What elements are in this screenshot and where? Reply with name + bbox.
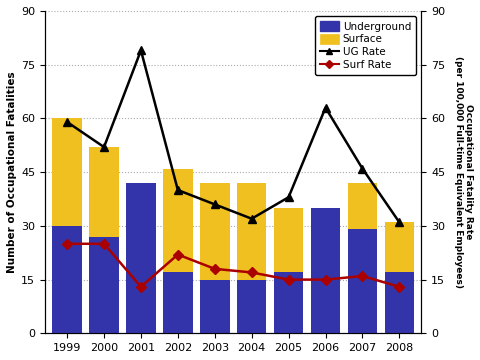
Surf Rate [101,242,107,246]
Line: Surf Rate: Surf Rate [64,240,403,290]
UG Rate [175,188,181,192]
UG Rate [396,220,402,224]
Surf Rate [360,274,365,278]
Bar [237,183,266,333]
Bar [52,226,82,333]
Legend: Underground, Surface, UG Rate, Surf Rate: Underground, Surface, UG Rate, Surf Rate [314,16,416,75]
Surf Rate [64,242,70,246]
Y-axis label: Occupational Fatality Rate
(per 100,000 Full-time Equivalent Employees): Occupational Fatality Rate (per 100,000 … [454,56,473,288]
Bar [163,168,192,333]
Bar [126,222,156,333]
UG Rate [360,166,365,171]
UG Rate [101,145,107,149]
Bar [52,118,82,333]
Bar [126,183,156,333]
Bar [311,208,340,333]
Bar [348,183,377,333]
Surf Rate [212,267,217,271]
Bar [237,280,266,333]
UG Rate [212,202,217,207]
Bar [89,147,119,333]
Bar [348,229,377,333]
Line: UG Rate: UG Rate [63,46,404,226]
Bar [89,237,119,333]
UG Rate [64,120,70,124]
Bar [384,222,414,333]
UG Rate [138,48,144,53]
UG Rate [286,195,291,199]
Surf Rate [323,278,328,282]
Bar [274,208,303,333]
Bar [200,280,229,333]
Surf Rate [286,278,291,282]
Y-axis label: Number of Occupational Fatalities: Number of Occupational Fatalities [7,71,17,273]
Surf Rate [138,285,144,289]
Bar [384,273,414,333]
Bar [200,183,229,333]
Surf Rate [175,252,181,257]
Bar [311,212,340,333]
UG Rate [323,105,328,110]
Surf Rate [249,270,254,275]
Bar [163,273,192,333]
UG Rate [249,217,254,221]
Surf Rate [396,285,402,289]
Bar [274,273,303,333]
